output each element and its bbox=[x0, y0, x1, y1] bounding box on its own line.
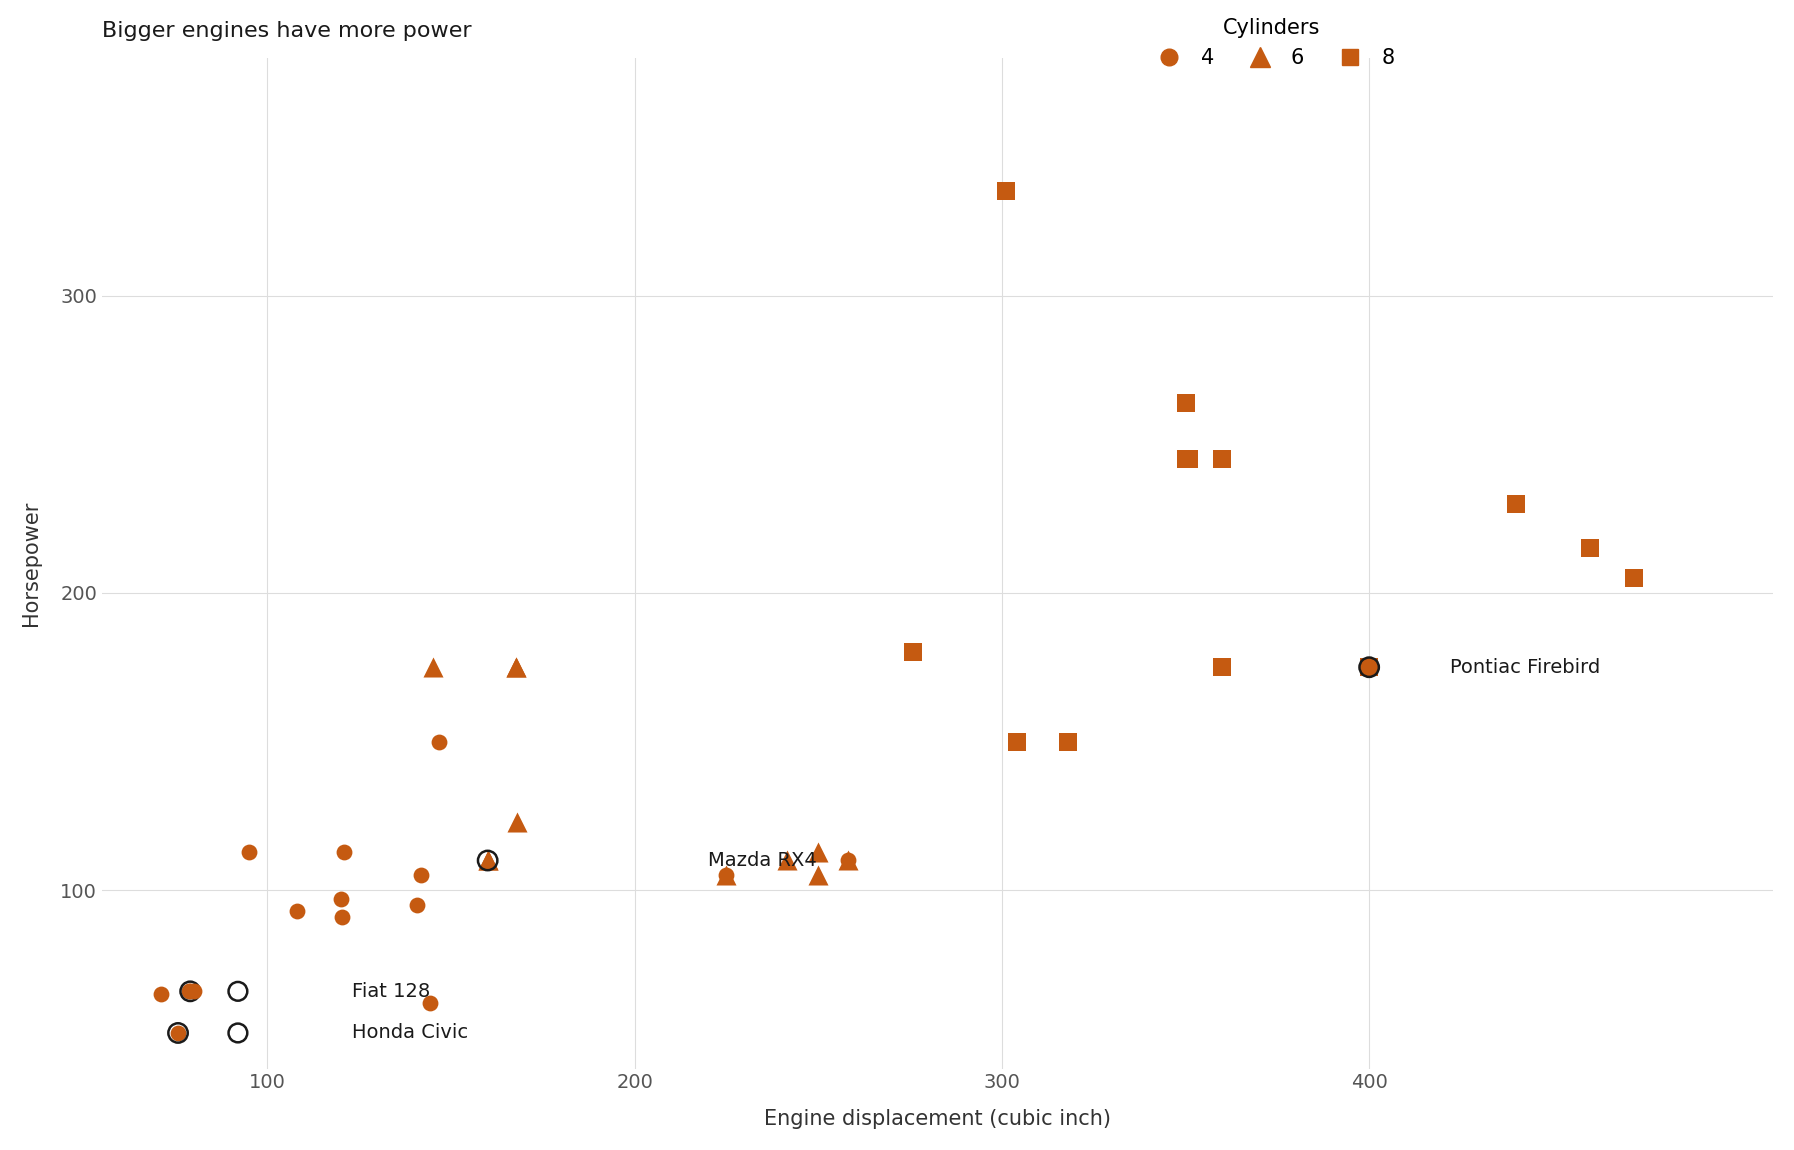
Point bbox=[1354, 658, 1383, 676]
Text: Honda Civic: Honda Civic bbox=[352, 1024, 468, 1042]
Point bbox=[176, 982, 205, 1000]
Point bbox=[179, 982, 208, 1000]
Point bbox=[224, 1024, 253, 1042]
Point bbox=[147, 986, 176, 1004]
Point bbox=[163, 1024, 192, 1042]
Point bbox=[1575, 539, 1604, 558]
Point bbox=[899, 643, 927, 661]
Point bbox=[712, 866, 741, 884]
Point bbox=[899, 643, 927, 661]
Point bbox=[1620, 569, 1649, 588]
Point bbox=[474, 851, 502, 869]
Point bbox=[804, 843, 832, 861]
Point bbox=[992, 182, 1021, 200]
Point bbox=[407, 866, 436, 884]
Point bbox=[282, 902, 310, 920]
Point bbox=[1207, 658, 1236, 676]
Point bbox=[832, 851, 861, 869]
Point bbox=[176, 982, 205, 1000]
Point bbox=[832, 851, 861, 869]
Point bbox=[712, 866, 741, 884]
Legend: 4, 6, 8: 4, 6, 8 bbox=[1148, 17, 1394, 68]
X-axis label: Engine displacement (cubic inch): Engine displacement (cubic inch) bbox=[764, 1109, 1110, 1129]
Point bbox=[1003, 733, 1032, 751]
Point bbox=[773, 851, 802, 869]
Y-axis label: Horsepower: Horsepower bbox=[22, 500, 41, 626]
Point bbox=[327, 890, 355, 908]
Point bbox=[235, 843, 264, 861]
Point bbox=[1175, 450, 1204, 468]
Point bbox=[804, 866, 832, 884]
Point bbox=[174, 982, 203, 1000]
Point bbox=[474, 851, 502, 869]
Text: Pontiac Firebird: Pontiac Firebird bbox=[1450, 658, 1600, 676]
Point bbox=[501, 658, 529, 676]
Point bbox=[502, 813, 531, 831]
Text: Fiat 128: Fiat 128 bbox=[352, 982, 431, 1000]
Point bbox=[1354, 658, 1383, 676]
Point bbox=[1053, 733, 1082, 751]
Point bbox=[1575, 539, 1604, 558]
Point bbox=[501, 658, 529, 676]
Point bbox=[425, 733, 454, 751]
Point bbox=[224, 982, 253, 1000]
Point bbox=[418, 658, 447, 676]
Point bbox=[1171, 450, 1200, 468]
Point bbox=[474, 851, 502, 869]
Point bbox=[416, 994, 445, 1012]
Text: Mazda RX4: Mazda RX4 bbox=[709, 851, 816, 871]
Point bbox=[330, 843, 359, 861]
Point bbox=[163, 1024, 192, 1042]
Point bbox=[328, 907, 357, 926]
Point bbox=[1207, 450, 1236, 468]
Point bbox=[1502, 494, 1530, 513]
Point bbox=[404, 896, 432, 914]
Point bbox=[899, 643, 927, 661]
Point bbox=[1171, 393, 1200, 412]
Point bbox=[1171, 450, 1200, 468]
Text: Bigger engines have more power: Bigger engines have more power bbox=[102, 21, 472, 41]
Point bbox=[1620, 569, 1649, 588]
